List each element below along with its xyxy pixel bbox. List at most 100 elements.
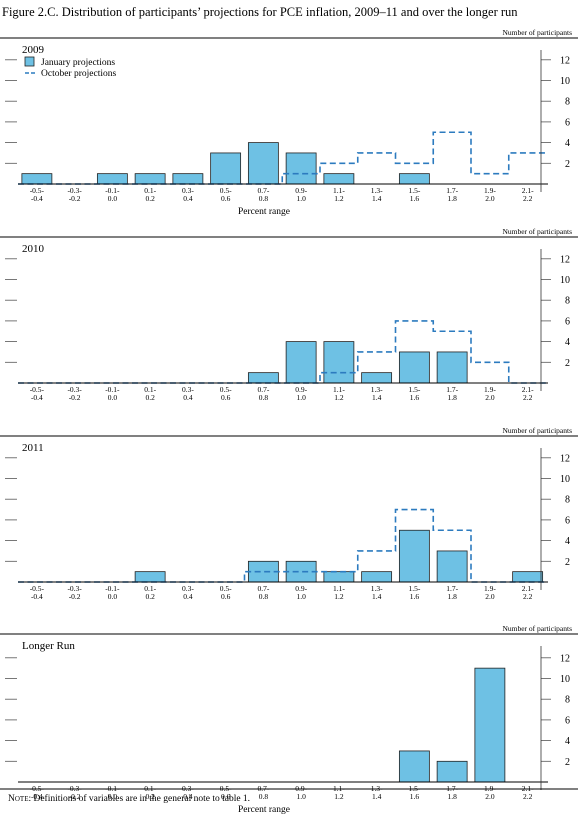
x-tick-label: 2.1-2.2: [522, 385, 534, 402]
x-tick-label: 0.3-0.4: [182, 186, 194, 203]
x-tick-label-line1: 0.5-: [220, 385, 232, 394]
x-tick-label-line1: 0.7-: [257, 186, 269, 195]
x-tick-label-line1: 0.1-: [144, 385, 156, 394]
x-tick-label-line1: -0.1-: [105, 385, 120, 394]
y-tick-label: 12: [560, 254, 570, 265]
x-tick-label-line2: 1.4: [372, 194, 382, 203]
x-tick-label: 0.5-0.6: [220, 385, 232, 402]
x-tick-label: 1.5-1.6: [408, 186, 420, 203]
y-axis-label: Number of participants: [502, 28, 572, 37]
x-tick-label: 1.9-2.0: [484, 186, 496, 203]
x-tick-label-line1: 1.7-: [446, 584, 458, 593]
x-tick-label-line1: 0.3-: [182, 584, 194, 593]
x-tick-label-line1: -0.3-: [67, 385, 82, 394]
x-tick-label-line2: 0.4: [183, 792, 193, 801]
bar: [398, 750, 430, 783]
x-tick-label-line2: 1.6: [410, 792, 420, 801]
panel-2: Number of participants201024681012-0.5--…: [0, 227, 578, 402]
x-tick-label-line1: -0.1-: [105, 186, 120, 195]
x-tick-label-line1: 1.5-: [408, 385, 420, 394]
x-tick-label: -0.1-0.0: [105, 186, 120, 203]
bar: [436, 550, 468, 583]
x-tick-label-line2: 1.8: [447, 194, 457, 203]
x-tick-label: 1.7-1.8: [446, 186, 458, 203]
x-tick-label: 1.5-1.6: [408, 784, 420, 801]
x-tick-label: 1.5-1.6: [408, 584, 420, 601]
x-tick-label: 1.1-1.2: [333, 584, 345, 601]
x-tick-label-line1: 0.9-: [295, 186, 307, 195]
x-tick-label-line1: 0.5-: [220, 186, 232, 195]
x-tick-label-line1: 0.5-: [220, 584, 232, 593]
bar: [361, 372, 393, 384]
y-axis-label: Number of participants: [502, 624, 572, 633]
x-tick-label-line2: -0.4: [31, 194, 43, 203]
x-tick-label: 1.3-1.4: [371, 385, 383, 402]
x-tick-label-line1: 2.1-: [522, 584, 534, 593]
x-tick-label-line1: 0.3-: [182, 186, 194, 195]
x-tick-label: -0.5--0.4: [30, 385, 45, 402]
x-tick-label-line2: 0.8: [259, 792, 269, 801]
bar: [134, 571, 166, 583]
x-axis-label: Percent range: [238, 805, 290, 815]
panel-title: 2010: [22, 243, 45, 255]
x-tick-label: 0.3-0.4: [182, 584, 194, 601]
panel-title: 2011: [22, 442, 44, 454]
x-tick-label-line2: 1.2: [334, 194, 344, 203]
panel-1: Number of participants200924681012-0.5--…: [0, 28, 578, 217]
x-tick-label-line1: 1.1-: [333, 584, 345, 593]
x-tick-label-line1: 0.7-: [257, 385, 269, 394]
bar: [436, 351, 468, 384]
y-tick-label: 2: [565, 557, 570, 568]
x-tick-label-line2: 0.8: [259, 592, 269, 601]
y-tick-label: 4: [565, 337, 570, 348]
bar: [323, 341, 355, 384]
bar: [285, 152, 317, 185]
x-tick-label: 0.9-1.0: [295, 584, 307, 601]
x-tick-label: 0.9-1.0: [295, 385, 307, 402]
x-tick-label-line2: 1.4: [372, 393, 382, 402]
y-tick-label: 10: [560, 76, 570, 87]
y-tick-label: 6: [565, 715, 570, 726]
x-tick-label-line2: 2.0: [485, 592, 495, 601]
x-tick-label-line2: 0.0: [108, 792, 118, 801]
x-tick-label: -0.1-0.0: [105, 385, 120, 402]
x-tick-label-line2: 0.6: [221, 792, 231, 801]
bar: [398, 173, 430, 185]
x-tick-label-line1: 1.7-: [446, 186, 458, 195]
x-tick-label-line2: 1.2: [334, 792, 344, 801]
x-tick-label-line1: 2.1-: [522, 385, 534, 394]
bar: [285, 341, 317, 384]
x-tick-label: -0.3--0.2: [67, 584, 82, 601]
x-tick-label: 1.3-1.4: [371, 186, 383, 203]
x-tick-label-line2: -0.4: [31, 592, 43, 601]
bar: [398, 351, 430, 384]
x-tick-label-line1: 0.9-: [295, 385, 307, 394]
x-tick-label-line2: 0.8: [259, 194, 269, 203]
y-tick-label: 2: [565, 358, 570, 369]
x-tick-label: 0.9-1.0: [295, 186, 307, 203]
x-tick-label-line2: -0.2: [69, 792, 81, 801]
x-tick-label: 1.1-1.2: [333, 385, 345, 402]
x-tick-label-line2: -0.2: [69, 393, 81, 402]
y-tick-label: 4: [565, 138, 570, 149]
y-tick-label: 6: [565, 316, 570, 327]
x-tick-label-line2: 1.8: [447, 393, 457, 402]
x-tick-label: 1.5-1.6: [408, 385, 420, 402]
x-tick-label-line1: -0.5-: [30, 385, 45, 394]
bar: [361, 571, 393, 583]
step-line: [18, 131, 547, 185]
panel-title: Longer Run: [22, 640, 75, 652]
x-tick-label-line1: -0.5-: [30, 186, 45, 195]
x-tick-label: 2.1-2.2: [522, 186, 534, 203]
x-tick-label: -0.5--0.4: [30, 584, 45, 601]
x-tick-label: 1.1-1.2: [333, 784, 345, 801]
bar: [172, 173, 204, 185]
x-tick-label-line1: 1.1-: [333, 186, 345, 195]
x-tick-label-line1: 1.9-: [484, 584, 496, 593]
x-tick-label-line1: -0.1-: [105, 584, 120, 593]
x-tick-label-line2: 0.2: [145, 592, 155, 601]
x-tick-label: 0.5-0.6: [220, 186, 232, 203]
x-tick-label: 0.3-0.4: [182, 385, 194, 402]
bar: [210, 152, 242, 185]
bar: [247, 142, 279, 185]
